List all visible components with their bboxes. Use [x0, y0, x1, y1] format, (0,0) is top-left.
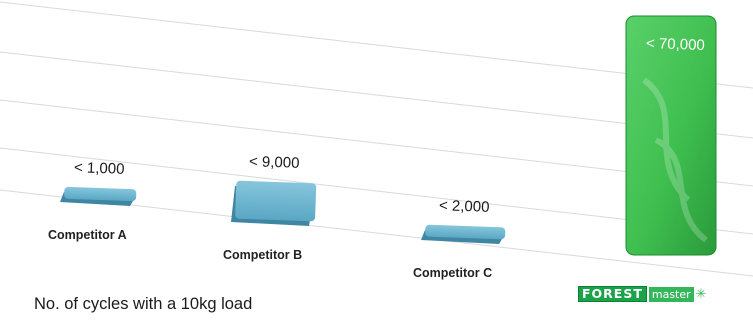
value-label: < 9,000 [248, 153, 300, 172]
bar-competitor-b [235, 180, 317, 222]
category-label: Competitor B [223, 248, 303, 262]
bar-texture [642, 77, 708, 243]
value-label: < 70,000 [645, 34, 706, 55]
logo-master-text: master [648, 286, 694, 302]
category-label: Competitor C [413, 266, 493, 280]
chart-caption: No. of cycles with a 10kg load [34, 295, 253, 313]
forest-master-logo: FOREST master ✳ [578, 286, 707, 302]
category-label: Competitor A [48, 228, 127, 242]
bar-competitor-c [425, 224, 506, 240]
value-label: < 2,000 [438, 197, 490, 216]
logo-forest-text: FOREST [578, 286, 647, 302]
bar-competitor-a [64, 186, 137, 202]
bar-forest-master [625, 15, 717, 256]
snowflake-icon: ✳ [695, 286, 707, 301]
value-label: < 1,000 [73, 159, 125, 178]
